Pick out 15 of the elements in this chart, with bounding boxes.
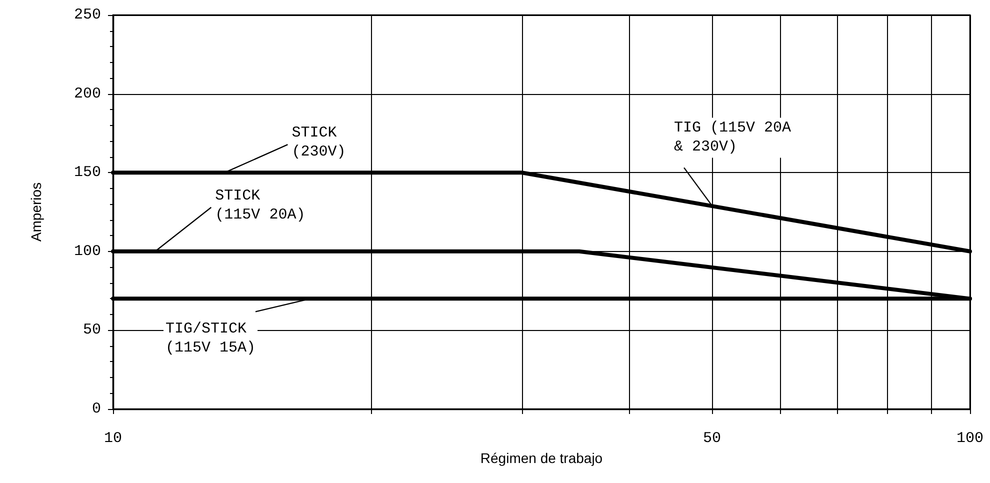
annotation: TIG/STICK (115V 15A) <box>165 320 256 357</box>
y-tick-label: 50 <box>82 322 101 339</box>
x-tick-label: 100 <box>956 430 984 447</box>
y-tick-label: 200 <box>74 85 101 102</box>
y-tick-label: 150 <box>74 164 101 182</box>
annotation: TIG (115V 20A & 230V) <box>674 120 792 156</box>
y-tick-label: 250 <box>74 6 101 24</box>
y-axis-title: Amperios <box>28 182 44 242</box>
annotation: STICK (230V) <box>292 124 346 161</box>
x-tick-label: 50 <box>703 430 722 447</box>
x-axis-title: Régimen de trabajo <box>480 450 603 466</box>
y-tick-label: 0 <box>92 400 101 418</box>
y-tick-label: 100 <box>74 242 101 260</box>
x-tick-label: 10 <box>104 430 122 447</box>
annotation: STICK (115V 20A) <box>215 187 306 224</box>
